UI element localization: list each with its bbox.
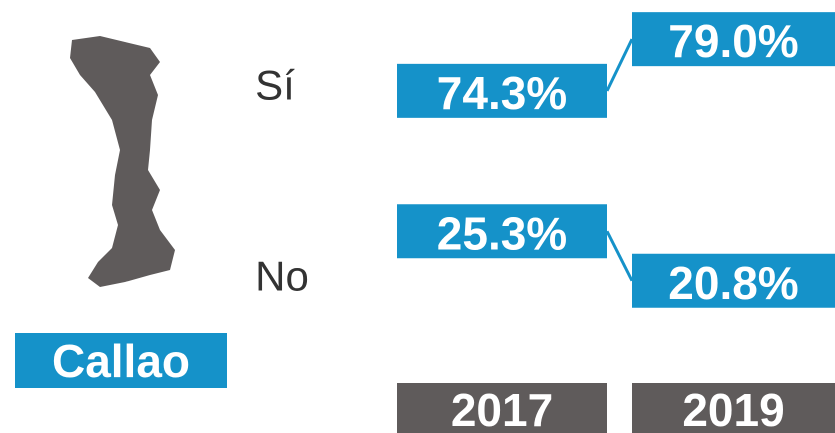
year-box <box>632 383 835 433</box>
region-box <box>15 333 227 388</box>
value-label: 74.3% <box>437 67 567 119</box>
connector <box>605 38 634 92</box>
value-box <box>397 63 607 118</box>
value-label: 79.0% <box>668 15 798 67</box>
region-label: Callao <box>52 335 190 387</box>
value-box <box>632 12 835 67</box>
connector <box>605 230 634 282</box>
value-box <box>397 204 607 259</box>
series-name: Sí <box>255 62 295 109</box>
year-label: 2017 <box>451 384 553 433</box>
series-name: No <box>255 253 309 300</box>
value-box <box>632 253 835 308</box>
year-label: 2019 <box>682 384 784 433</box>
value-label: 20.8% <box>668 257 798 309</box>
value-label: 25.3% <box>437 207 567 259</box>
year-box <box>397 383 607 433</box>
map-shape <box>70 36 175 287</box>
